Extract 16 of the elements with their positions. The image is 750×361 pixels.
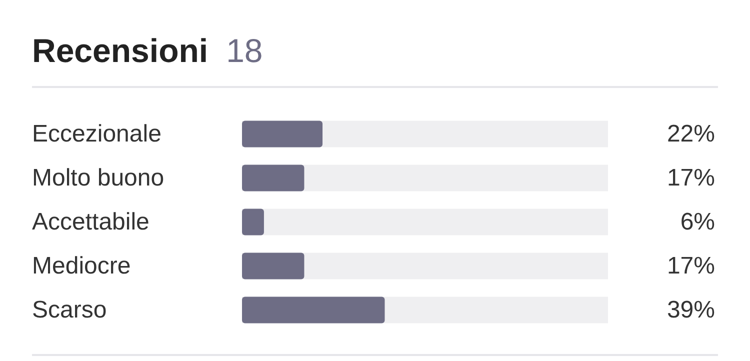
y-tick-label: Mediocre — [32, 252, 131, 280]
data-label: 17% — [666, 164, 715, 192]
data-label: 39% — [666, 296, 715, 324]
y-tick-label: Scarso — [32, 296, 107, 324]
data-label: 6% — [680, 208, 715, 236]
y-tick-label: Eccezionale — [32, 120, 162, 148]
bar — [242, 208, 264, 236]
bar — [242, 120, 323, 148]
y-tick-label: Accettabile — [32, 208, 150, 236]
data-label: 17% — [666, 252, 715, 280]
bar — [242, 252, 304, 280]
chart-title: Recensioni — [32, 32, 208, 69]
data-label: 22% — [666, 120, 715, 148]
chart-subtitle: 18 — [226, 32, 263, 69]
bar — [242, 164, 304, 192]
y-tick-label: Molto buono — [32, 164, 164, 192]
